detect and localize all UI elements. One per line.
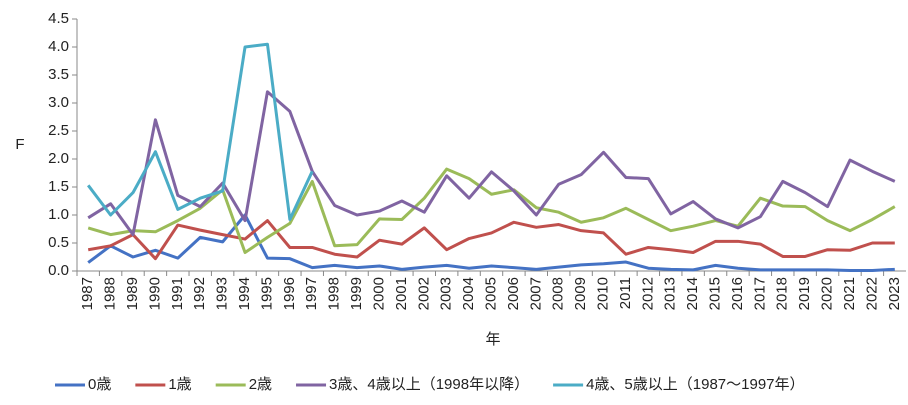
x-tick-label: 1988 (102, 277, 119, 310)
x-tick-label: 1997 (303, 277, 320, 310)
x-tick-label: 2019 (796, 277, 813, 310)
x-tick-label: 2003 (438, 277, 455, 310)
x-tick-label: 2016 (729, 277, 746, 310)
x-tick-label: 2018 (774, 277, 791, 310)
y-tick-label: 1.5 (48, 178, 69, 195)
x-tick-label: 1994 (236, 277, 253, 310)
x-tick-label: 2001 (393, 277, 410, 310)
x-tick-label: 2008 (550, 277, 567, 310)
x-tick-label: 2012 (639, 277, 656, 310)
x-tick-label: 2013 (662, 277, 679, 310)
x-tick-label: 2011 (617, 277, 634, 309)
series-line (87, 213, 895, 272)
y-tick-label: 3.0 (48, 94, 69, 111)
x-tick-label: 1998 (326, 277, 343, 310)
x-tick-label: 2002 (415, 277, 432, 310)
x-tick-label: 1989 (124, 277, 141, 310)
x-tick-label: 1995 (258, 277, 275, 310)
x-tick-label: 2009 (572, 277, 589, 310)
series-line (87, 42, 314, 221)
legend-label: 4歳、5歳以上（1987～1997年） (586, 376, 804, 393)
y-axis-title: F (15, 136, 24, 153)
y-tick-label: 4.0 (48, 38, 69, 55)
legend-label: 2歳 (249, 376, 272, 393)
x-tick-label: 2014 (684, 277, 701, 310)
x-tick-label: 1999 (348, 277, 365, 310)
legend-label: 3歳、4歳以上（1998年以降） (329, 376, 529, 393)
x-tick-label: 2006 (505, 277, 522, 310)
series-line (87, 90, 896, 237)
x-tick-label: 2004 (460, 277, 477, 310)
x-tick-label: 2020 (819, 277, 836, 310)
y-tick-label: 0.5 (48, 234, 69, 251)
y-tick-label: 2.5 (48, 122, 69, 139)
x-tick-label: 1992 (191, 277, 208, 310)
y-tick-label: 1.0 (48, 206, 69, 223)
x-axis-title: 年 (485, 331, 500, 348)
x-tick-label: 1990 (146, 277, 163, 310)
x-tick-label: 1991 (169, 277, 186, 310)
x-tick-label: 2005 (482, 277, 499, 310)
legend-label: 0歳 (88, 376, 111, 393)
x-tick-label: 1996 (281, 277, 298, 310)
x-tick-label: 2021 (841, 277, 858, 310)
y-tick-label: 3.5 (48, 66, 69, 83)
x-tick-label: 1987 (79, 277, 96, 310)
x-tick-label: 2017 (751, 277, 768, 310)
x-tick-label: 2010 (594, 277, 611, 310)
y-tick-label: 4.5 (48, 10, 69, 27)
x-tick-label: 2023 (886, 277, 903, 310)
x-tick-label: 2015 (707, 277, 724, 310)
x-tick-label: 2000 (370, 277, 387, 310)
legend-label: 1歳 (168, 376, 191, 393)
series-line (87, 219, 895, 261)
y-tick-label: 2.0 (48, 150, 69, 167)
x-tick-label: 2007 (527, 277, 544, 310)
y-tick-label: 0.0 (48, 262, 69, 279)
x-tick-label: 1993 (214, 277, 231, 310)
x-tick-label: 2022 (863, 277, 880, 310)
